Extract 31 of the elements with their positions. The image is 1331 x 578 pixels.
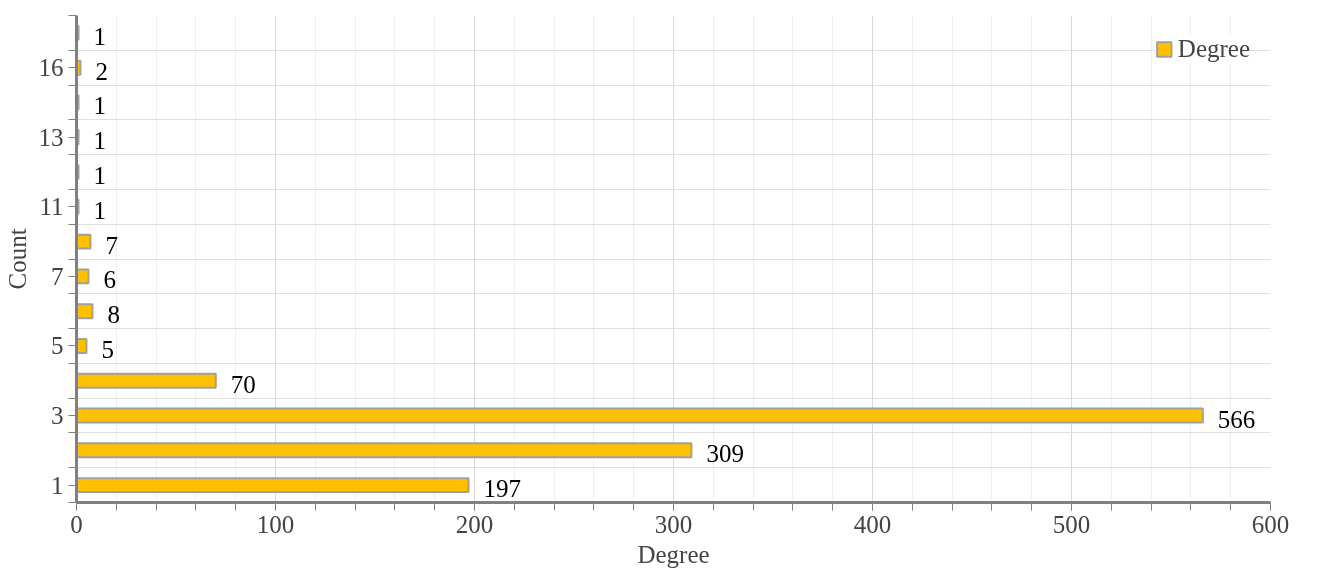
data-label: 8	[107, 301, 120, 329]
x-tick-label: 0	[70, 510, 83, 538]
y-tick-label: 7	[51, 262, 64, 290]
x-tick-label: 600	[1251, 510, 1290, 538]
y-tick-label: 5	[51, 332, 64, 360]
legend-label: Degree	[1177, 35, 1250, 63]
y-tick-label: 1	[51, 471, 64, 499]
y-tick-label: 11	[39, 193, 64, 221]
y-tick-label: 13	[38, 123, 64, 151]
data-label: 70	[230, 370, 256, 398]
x-tick-label: 400	[853, 510, 892, 538]
data-label: 1	[93, 92, 106, 120]
x-tick-label: 200	[455, 510, 494, 538]
data-label: 5	[101, 335, 114, 363]
data-label: 197	[483, 475, 522, 503]
data-label: 7	[105, 231, 118, 259]
data-label: 309	[706, 440, 744, 468]
y-tick-label: 16	[38, 54, 64, 82]
data-label: 6	[103, 266, 116, 294]
data-label: 1	[93, 196, 106, 224]
x-tick-label: 500	[1052, 510, 1091, 538]
y-axis-title: Count	[3, 228, 31, 290]
data-label: 566	[1217, 405, 1256, 433]
data-label: 1	[93, 127, 106, 155]
data-label: 2	[95, 57, 108, 85]
x-tick-label: 100	[256, 510, 295, 538]
data-label: 1	[93, 22, 106, 50]
data-label: 1	[93, 162, 106, 190]
y-tick-label: 3	[51, 402, 64, 430]
x-axis-title: Degree	[637, 540, 710, 568]
x-tick-label: 300	[654, 510, 693, 538]
